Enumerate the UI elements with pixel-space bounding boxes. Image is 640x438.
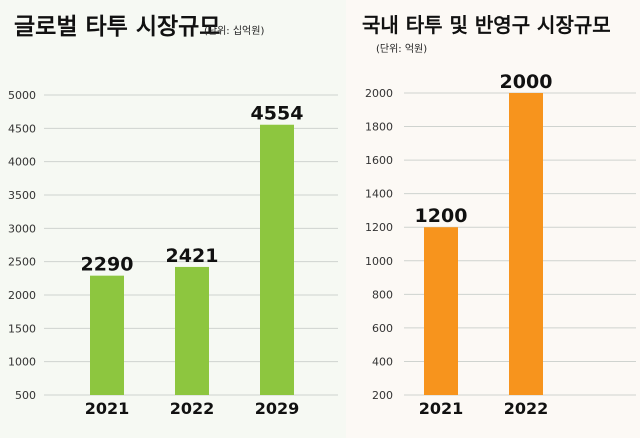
y-tick-label: 400 [372,355,393,368]
y-tick-label: 5000 [8,89,36,102]
x-tick-label: 2021 [419,399,464,418]
y-tick-label: 2000 [8,289,36,302]
y-tick-label: 2500 [8,256,36,269]
x-tick-label: 2021 [85,399,130,418]
global-chart-unit: (단위: 십억원) [204,24,264,37]
bar [260,124,294,395]
global-chart-panel: 글로벌 타투 시장규모 (단위: 십억원) 500 1000 1500 2000 250… [0,0,346,438]
y-tick-label: 800 [372,288,393,301]
bar [424,227,458,395]
y-tick-label: 1200 [365,221,393,234]
domestic-chart-panel: 국내 타투 및 반영구 시장규모 (단위: 억원) 200 400 600 800 10… [346,0,640,438]
bar [175,266,209,395]
domestic-chart-svg: 국내 타투 및 반영구 시장규모 (단위: 억원) 200 400 600 800 10… [362,13,636,418]
y-tick-label: 500 [15,389,36,402]
data-label: 4554 [251,103,304,125]
y-tick-label: 1400 [365,188,393,201]
data-label: 2290 [81,254,134,276]
y-tick-label: 1500 [8,322,36,335]
global-chart-svg: 글로벌 타투 시장규모 (단위: 십억원) 500 1000 1500 2000 250… [8,14,338,418]
x-tick-label: 2022 [170,399,215,418]
data-label: 1200 [415,205,468,227]
y-tick-label: 1000 [365,255,393,268]
y-tick-label: 200 [372,389,393,402]
y-tick-label: 600 [372,322,393,335]
data-label: 2421 [166,245,219,267]
x-tick-label: 2022 [504,399,549,418]
y-tick-label: 1000 [8,356,36,369]
data-label: 2000 [500,71,553,93]
y-tick-label: 4000 [8,156,36,169]
bar [90,275,124,395]
domestic-chart-unit: (단위: 억원) [376,42,427,55]
bar [509,93,543,395]
y-tick-label: 3000 [8,222,36,235]
y-tick-label: 4500 [8,122,36,135]
y-tick-label: 1800 [365,121,393,134]
y-tick-label: 2000 [365,87,393,100]
y-tick-label: 1600 [365,154,393,167]
y-tick-label: 3500 [8,189,36,202]
domestic-chart-title: 국내 타투 및 반영구 시장규모 [362,13,611,37]
global-chart-title: 글로벌 타투 시장규모 [14,14,220,40]
x-tick-label: 2029 [255,399,300,418]
